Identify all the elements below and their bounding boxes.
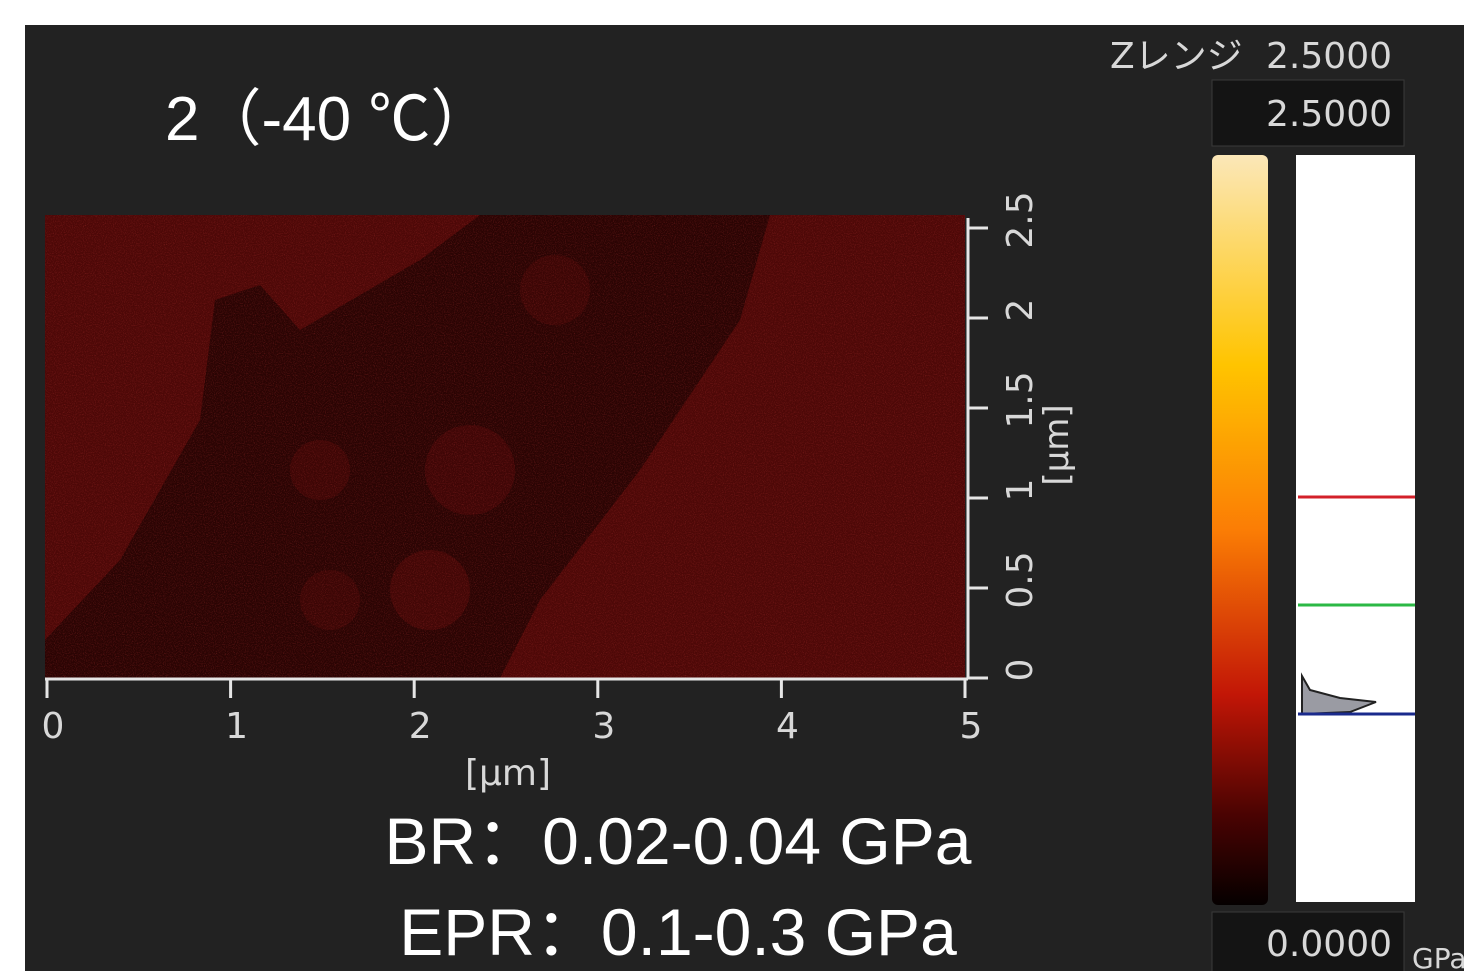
x-tick-label: 5 <box>960 706 983 747</box>
histogram <box>1296 155 1415 902</box>
x-tick-label: 4 <box>776 706 799 747</box>
unit: GPa <box>1412 942 1464 971</box>
z-range-label: Zレンジ <box>1110 36 1243 77</box>
x-tick-label: 0 <box>42 706 65 747</box>
y-unit: [μm] <box>1037 404 1077 485</box>
y-tick-label: 1 <box>1000 479 1041 502</box>
afm-image <box>45 215 965 678</box>
note-epr: EPR：0.1-0.3 GPa <box>399 895 957 969</box>
title: 2（-40 ℃） <box>165 85 492 154</box>
y-tick-label: 0.5 <box>1000 551 1041 608</box>
note-br: BR：0.02-0.04 GPa <box>385 804 972 878</box>
color-bar <box>1212 155 1268 905</box>
max-input-text: 2.5000 <box>1266 94 1392 135</box>
x-unit: [μm] <box>465 753 551 794</box>
x-tick-label: 2 <box>409 706 432 747</box>
screen: 2（-40 ℃） [μm] [μm] Zレンジ 2.5000 2.5000 0.… <box>0 0 1464 971</box>
x-tick-label: 3 <box>592 706 615 747</box>
min-input-text: 0.0000 <box>1266 924 1392 965</box>
x-tick-label: 1 <box>225 706 248 747</box>
y-tick-label: 0 <box>1000 659 1041 682</box>
y-tick-label: 1.5 <box>1000 371 1041 428</box>
z-range-value: 2.5000 <box>1266 36 1392 77</box>
y-tick-label: 2.5 <box>1000 191 1041 248</box>
y-tick-label: 2 <box>1000 299 1041 322</box>
